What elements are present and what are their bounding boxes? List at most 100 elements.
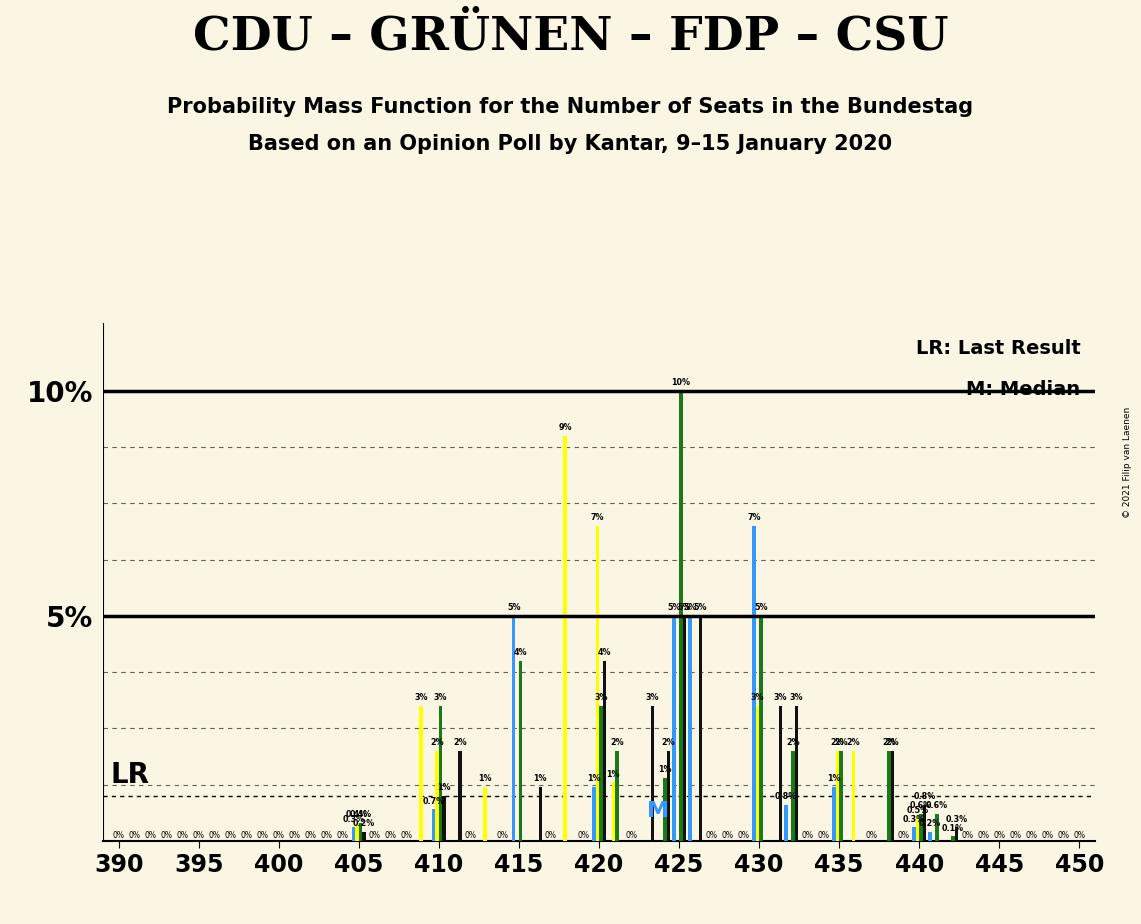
Bar — [916, 819, 920, 841]
Text: 0%: 0% — [241, 831, 253, 840]
Text: 0%: 0% — [961, 831, 973, 840]
Bar — [755, 706, 759, 841]
Text: 0%: 0% — [497, 831, 509, 840]
Text: 5%: 5% — [683, 603, 696, 613]
Bar — [359, 823, 363, 841]
Text: 3%: 3% — [414, 693, 428, 702]
Text: 1%: 1% — [478, 774, 492, 784]
Text: 0%: 0% — [161, 831, 172, 840]
Bar — [794, 706, 799, 841]
Text: 0%: 0% — [385, 831, 397, 840]
Text: 0%: 0% — [1074, 831, 1085, 840]
Text: 0%: 0% — [577, 831, 589, 840]
Text: 0.8%: 0.8% — [914, 792, 936, 801]
Text: 0.3%: 0.3% — [946, 815, 968, 823]
Bar — [672, 616, 675, 841]
Text: 0%: 0% — [400, 831, 413, 840]
Bar — [666, 751, 670, 841]
Text: 0%: 0% — [257, 831, 269, 840]
Bar — [539, 787, 542, 841]
Bar — [682, 616, 686, 841]
Bar — [650, 706, 654, 841]
Text: 0.4%: 0.4% — [349, 810, 372, 820]
Text: 1%: 1% — [607, 770, 620, 779]
Text: 1%: 1% — [437, 784, 451, 792]
Text: 0%: 0% — [305, 831, 317, 840]
Bar — [663, 778, 666, 841]
Text: © 2021 Filip van Laenen: © 2021 Filip van Laenen — [1123, 407, 1132, 517]
Text: 5%: 5% — [694, 603, 707, 613]
Bar — [436, 751, 439, 841]
Bar — [912, 827, 916, 841]
Text: M: M — [647, 800, 669, 821]
Bar — [363, 832, 366, 841]
Text: 0%: 0% — [1010, 831, 1021, 840]
Text: 0%: 0% — [1058, 831, 1069, 840]
Text: 2%: 2% — [831, 738, 844, 748]
Text: 2%: 2% — [885, 738, 899, 748]
Text: 0%: 0% — [464, 831, 477, 840]
Bar — [679, 391, 682, 841]
Text: 5%: 5% — [754, 603, 768, 613]
Bar — [923, 805, 926, 841]
Text: 2%: 2% — [430, 738, 444, 748]
Bar — [612, 783, 615, 841]
Text: 2%: 2% — [882, 738, 896, 748]
Text: M: Median: M: Median — [966, 381, 1081, 399]
Text: 0%: 0% — [209, 831, 220, 840]
Bar — [439, 706, 443, 841]
Text: 3%: 3% — [774, 693, 787, 702]
Bar — [936, 814, 939, 841]
Text: 0%: 0% — [337, 831, 349, 840]
Bar — [955, 827, 958, 841]
Text: 4%: 4% — [598, 649, 612, 657]
Bar — [519, 661, 523, 841]
Bar — [920, 814, 923, 841]
Bar — [759, 616, 762, 841]
Text: 1%: 1% — [534, 774, 547, 784]
Text: 0.3%: 0.3% — [342, 815, 365, 823]
Text: 0.2%: 0.2% — [353, 820, 375, 828]
Text: 0%: 0% — [225, 831, 237, 840]
Text: 0%: 0% — [737, 831, 750, 840]
Text: 0.2%: 0.2% — [919, 820, 941, 828]
Text: 5%: 5% — [507, 603, 520, 613]
Text: 0%: 0% — [289, 831, 301, 840]
Text: 0.7%: 0.7% — [422, 796, 445, 806]
Text: 3%: 3% — [434, 693, 447, 702]
Text: 2%: 2% — [662, 738, 675, 748]
Text: 0%: 0% — [978, 831, 989, 840]
Bar — [432, 809, 436, 841]
Text: 0%: 0% — [865, 831, 877, 840]
Text: 1%: 1% — [658, 765, 672, 774]
Text: 7%: 7% — [747, 513, 761, 522]
Bar — [459, 751, 462, 841]
Text: 2%: 2% — [453, 738, 467, 748]
Text: 1%: 1% — [586, 774, 600, 784]
Bar — [835, 751, 839, 841]
Text: LR: Last Result: LR: Last Result — [916, 339, 1081, 358]
Bar — [952, 836, 955, 841]
Bar — [351, 827, 355, 841]
Bar — [832, 787, 835, 841]
Text: 4%: 4% — [513, 649, 527, 657]
Text: 0%: 0% — [113, 831, 124, 840]
Text: 0%: 0% — [369, 831, 381, 840]
Text: 3%: 3% — [790, 693, 803, 702]
Text: 3%: 3% — [646, 693, 659, 702]
Text: 0.1%: 0.1% — [942, 823, 964, 833]
Bar — [602, 661, 606, 841]
Text: 0%: 0% — [321, 831, 333, 840]
Text: 0%: 0% — [897, 831, 909, 840]
Text: 0%: 0% — [817, 831, 830, 840]
Text: 0%: 0% — [273, 831, 285, 840]
Text: 0%: 0% — [193, 831, 204, 840]
Bar — [839, 751, 843, 841]
Text: 0%: 0% — [545, 831, 557, 840]
Text: 2%: 2% — [610, 738, 624, 748]
Bar — [484, 787, 487, 841]
Bar — [929, 832, 932, 841]
Bar — [420, 706, 423, 841]
Bar — [784, 805, 787, 841]
Bar — [512, 616, 516, 841]
